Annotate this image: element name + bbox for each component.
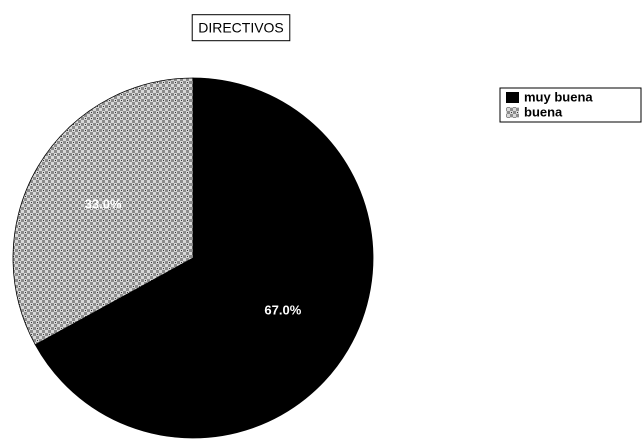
pie-slice: [12, 77, 194, 346]
data-label: 33.0%: [85, 196, 122, 211]
legend-label: buena: [524, 104, 563, 119]
legend-box: [499, 87, 642, 123]
data-label: 67.0%: [264, 303, 301, 318]
title-box: [191, 14, 291, 42]
legend-swatch: [506, 107, 519, 118]
pie-slice: [34, 77, 374, 439]
chart-title: DIRECTIVOS: [198, 20, 284, 36]
legend-swatch: [506, 92, 519, 103]
legend-label: muy buena: [524, 89, 593, 104]
